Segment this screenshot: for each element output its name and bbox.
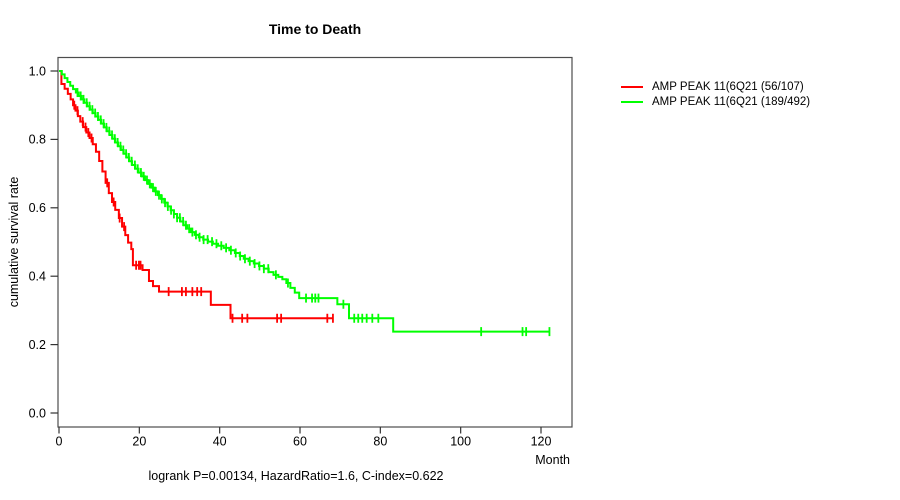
km-step-line xyxy=(59,70,550,333)
x-tick-label: 100 xyxy=(450,435,471,449)
x-tick-label: 40 xyxy=(213,435,227,449)
legend-label-red-group: AMP PEAK 11(6Q21 (56/107) xyxy=(652,80,804,93)
x-tick-label: 20 xyxy=(132,435,146,449)
survival-curve-green-group xyxy=(59,70,551,337)
legend-label-green-group: AMP PEAK 11(6Q21 (189/492) xyxy=(652,95,811,108)
legend-item-red-group: AMP PEAK 11(6Q21 (56/107) xyxy=(621,79,810,94)
statistics-caption: logrank P=0.00134, HazardRatio=1.6, C-in… xyxy=(148,469,444,483)
x-axis-label: Month xyxy=(535,453,570,467)
x-tick-label: 0 xyxy=(56,435,63,449)
km-step-line xyxy=(59,70,334,320)
y-tick-label: 0.0 xyxy=(29,406,46,420)
x-tick-label: 80 xyxy=(373,435,387,449)
chart-title: Time to Death xyxy=(268,21,362,37)
y-tick-label: 0.4 xyxy=(29,270,46,284)
censor-marks xyxy=(76,88,551,337)
y-tick-label: 0.2 xyxy=(29,338,46,352)
legend-line-green xyxy=(621,100,643,103)
y-tick-label: 0.8 xyxy=(29,133,46,147)
y-tick-label: 1.0 xyxy=(29,64,46,78)
survival-curves xyxy=(59,70,551,337)
legend-line-red xyxy=(621,85,643,88)
legend: AMP PEAK 11(6Q21 (56/107) AMP PEAK 11(6Q… xyxy=(621,79,810,109)
x-tick-label: 120 xyxy=(531,435,552,449)
plot-box xyxy=(57,56,573,428)
y-tick-label: 0.6 xyxy=(29,201,46,215)
legend-item-green-group: AMP PEAK 11(6Q21 (189/492) xyxy=(621,94,810,109)
x-axis-ticks: 0 20 40 60 80 100 120 xyxy=(56,427,552,449)
censor-marks xyxy=(73,100,334,323)
survival-curve-red-group xyxy=(59,70,334,323)
y-axis-ticks: 1.0 0.8 0.6 0.4 0.2 0.0 xyxy=(29,64,58,420)
x-tick-label: 60 xyxy=(293,435,307,449)
y-axis-label: cumulative survival rate xyxy=(7,176,21,308)
